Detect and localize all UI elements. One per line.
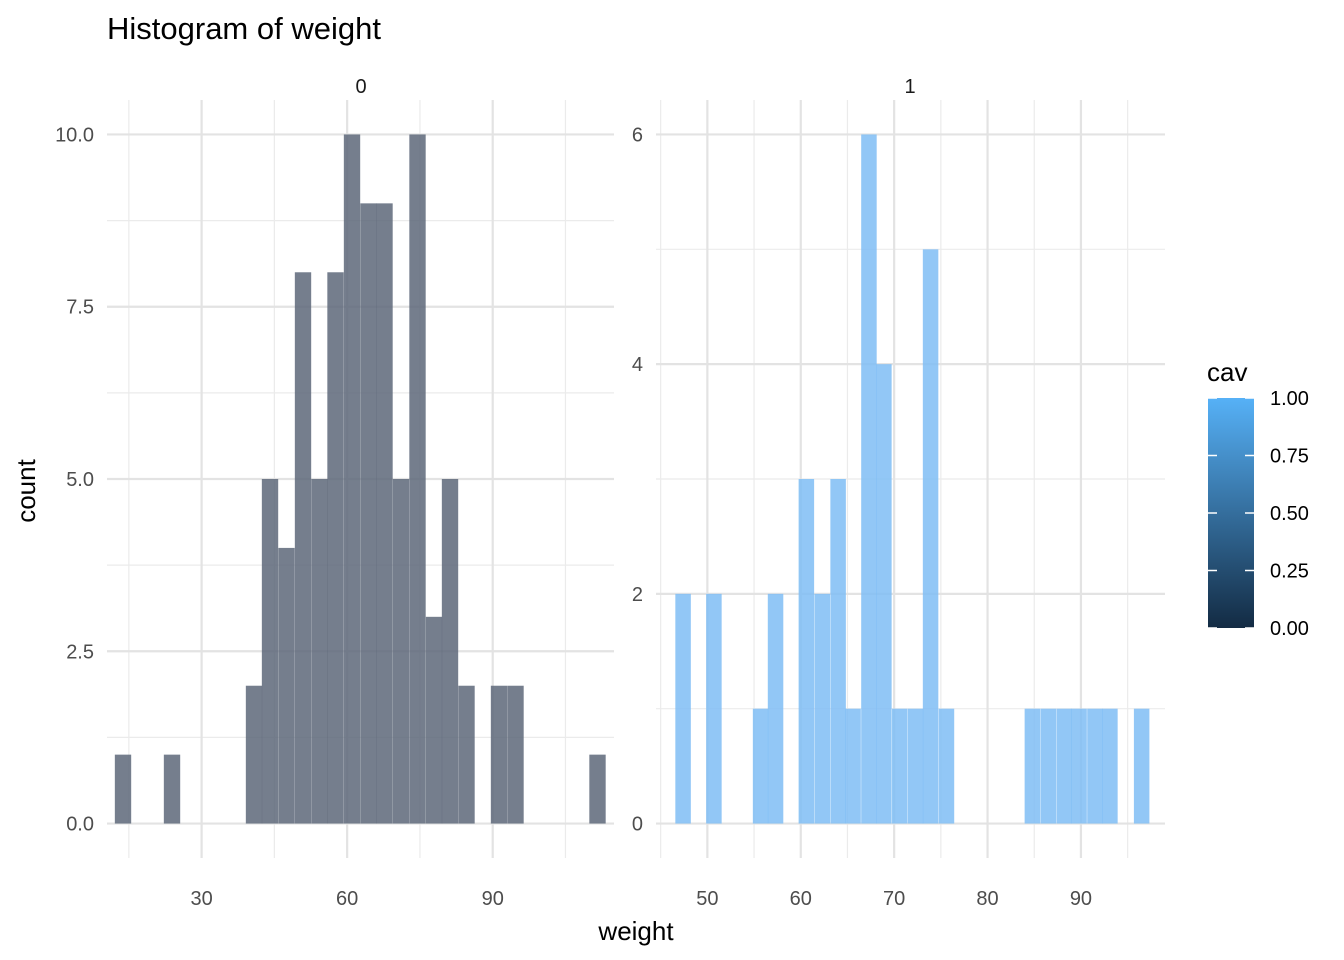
y-tick-label: 6 — [632, 124, 643, 146]
x-tick-label: 90 — [1070, 888, 1092, 910]
histogram-bar — [245, 685, 263, 824]
histogram-bar — [907, 708, 924, 824]
histogram-bar — [425, 616, 443, 824]
histogram-bar — [1071, 708, 1087, 824]
histogram-bar — [675, 593, 691, 824]
x-tick-label: 70 — [883, 888, 905, 910]
histogram-bar — [752, 708, 769, 824]
histogram-bar — [261, 479, 279, 824]
histogram-bar — [294, 272, 312, 824]
histogram-bar — [1040, 708, 1057, 824]
histogram-bar — [876, 364, 892, 824]
facet-strip-label: 1 — [904, 76, 915, 98]
x-tick-label: 60 — [336, 888, 358, 910]
histogram-bar — [814, 593, 830, 824]
histogram-bar — [706, 593, 722, 824]
histogram-bar — [441, 479, 459, 824]
histogram-bar — [278, 547, 295, 824]
legend-label: 1.00 — [1270, 388, 1309, 410]
y-axis-title: count — [11, 458, 41, 522]
histogram-bar — [114, 754, 132, 824]
y-tick-label: 7.5 — [66, 297, 94, 319]
chart-title: Histogram of weight — [107, 11, 381, 46]
y-tick-label: 10.0 — [55, 124, 94, 146]
x-tick-label: 80 — [976, 888, 998, 910]
histogram-bar — [490, 685, 508, 824]
legend-label: 0.50 — [1270, 503, 1309, 525]
histogram-bar — [922, 249, 939, 824]
histogram-bar — [861, 134, 877, 824]
facet-strip-label: 0 — [355, 76, 366, 98]
histogram-bar — [1133, 708, 1150, 824]
legend-label: 0.75 — [1270, 446, 1309, 468]
histogram-bar — [830, 479, 846, 824]
histogram-bar — [892, 708, 908, 824]
legend-title: cav — [1207, 357, 1247, 387]
x-tick-label: 60 — [790, 888, 812, 910]
y-tick-label: 2.5 — [66, 641, 94, 663]
y-tick-label: 4 — [632, 354, 643, 376]
histogram-bar — [1056, 708, 1072, 824]
histogram-bar — [589, 754, 606, 824]
legend-label: 0.25 — [1270, 561, 1309, 583]
histogram-bar — [938, 708, 955, 824]
legend: cav 1.00 0.75 0.50 0.25 0.00 — [1207, 357, 1309, 640]
legend-label: 0.00 — [1270, 618, 1309, 640]
histogram-bar — [507, 685, 524, 824]
histogram-bar — [845, 708, 861, 824]
histogram-bar — [376, 203, 393, 824]
histogram-bar — [1087, 708, 1103, 824]
x-tick-label: 90 — [482, 888, 504, 910]
facet-panel-1: 1 0 2 4 6 50 60 70 80 90 — [632, 76, 1165, 910]
histogram-bar — [409, 134, 426, 824]
histogram-bar — [311, 479, 328, 824]
histogram-bar — [798, 479, 815, 824]
y-tick-label: 5.0 — [66, 469, 94, 491]
histogram-bar — [392, 479, 410, 824]
histogram-bar — [343, 134, 361, 824]
facet-panel-0: 0 0.0 2.5 5.0 7.5 10.0 30 60 90 — [55, 76, 614, 910]
y-tick-label: 2 — [632, 584, 643, 606]
histogram-bar — [1102, 708, 1118, 824]
y-tick-label: 0.0 — [66, 814, 94, 836]
histogram-bar — [458, 685, 475, 824]
histogram-bar — [1024, 708, 1041, 824]
y-tick-label: 0 — [632, 814, 643, 836]
histogram-bar — [360, 203, 377, 824]
histogram-bar — [767, 593, 784, 824]
histogram-bar — [163, 754, 181, 824]
x-axis-title: weight — [597, 916, 674, 946]
x-tick-label: 30 — [190, 888, 212, 910]
histogram-bar — [327, 272, 344, 824]
legend-ticks: 1.00 0.75 0.50 0.25 0.00 — [1208, 388, 1309, 640]
x-tick-label: 50 — [696, 888, 718, 910]
